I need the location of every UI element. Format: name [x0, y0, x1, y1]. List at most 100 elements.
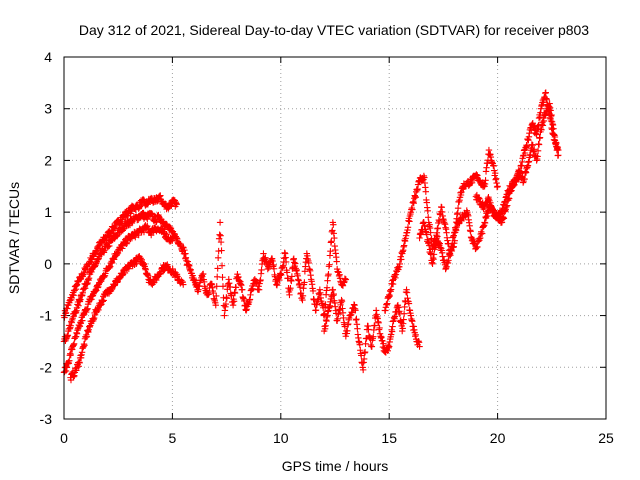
point-mid-day: [213, 292, 220, 300]
point-arc-D: [164, 261, 171, 268]
plot-frame: [63, 56, 607, 420]
x-tick-label: 20: [490, 430, 506, 446]
point-mid-day: [217, 238, 225, 246]
point-late-b: [536, 134, 544, 141]
point-mid-day: [331, 234, 338, 242]
point-rise: [412, 194, 419, 201]
point-mid-day: [312, 307, 320, 314]
point-mid-day: [213, 283, 220, 290]
point-evening: [416, 343, 423, 350]
point-evening: [371, 322, 378, 329]
point-late: [523, 143, 531, 150]
y-tick-label: -1: [40, 308, 53, 324]
point-mid-day: [258, 266, 265, 274]
point-late-b: [539, 122, 547, 129]
point-evening: [359, 366, 367, 374]
point-late-b: [548, 111, 555, 119]
point-arc-D: [83, 333, 91, 340]
point-evening: [375, 319, 382, 327]
point-late: [533, 131, 540, 138]
point-late-b: [535, 141, 543, 148]
point-evening: [379, 337, 386, 345]
point-mid-day: [325, 271, 332, 278]
point-evening: [358, 352, 365, 359]
y-tick-label: 4: [44, 49, 52, 65]
x-tick-label: 5: [169, 430, 177, 446]
point-arc-C: [79, 317, 86, 324]
point-evening: [360, 355, 368, 363]
x-axis-label: GPS time / hours: [282, 458, 389, 474]
point-mid-day: [257, 276, 264, 284]
point-arc-A: [111, 225, 119, 232]
point-mid-day: [301, 279, 308, 286]
point-arc-C: [110, 256, 118, 263]
point-evening: [322, 322, 329, 330]
point-arc-B: [85, 274, 93, 282]
point-evening: [405, 300, 413, 307]
point-mid-day: [232, 284, 240, 291]
point-rise: [454, 204, 462, 212]
y-axis-label: SDTVAR / TECUs: [6, 182, 22, 294]
point-mid-day: [283, 269, 291, 276]
data-points: [60, 89, 562, 384]
point-mid-day: [222, 300, 230, 308]
point-late: [423, 231, 430, 238]
point-mid-day: [216, 219, 224, 226]
point-mid-day: [270, 265, 278, 272]
point-evening: [352, 307, 359, 314]
point-mid-day: [216, 231, 223, 238]
point-mid-day: [219, 283, 227, 290]
point-arc-B: [106, 242, 113, 250]
point-mid-day: [305, 259, 312, 267]
point-rise: [409, 206, 416, 213]
x-tick-label: 25: [598, 430, 614, 446]
point-mid-day: [214, 254, 222, 262]
point-mid-day: [328, 238, 335, 245]
point-evening: [344, 327, 351, 335]
point-mid-day: [218, 262, 226, 269]
point-arc-D: [100, 297, 107, 304]
point-late-b: [538, 126, 545, 133]
y-tick-label: -3: [40, 411, 53, 427]
point-mid-day: [330, 221, 337, 228]
point-mid-day: [218, 247, 225, 254]
point-mid-day: [323, 284, 331, 291]
point-late: [478, 230, 486, 237]
point-evening: [370, 333, 377, 340]
point-late-b: [540, 117, 548, 125]
point-late-b: [554, 145, 561, 153]
point-arc-C: [70, 340, 78, 348]
point-rise: [491, 169, 499, 177]
x-tick-label: 10: [273, 430, 289, 446]
point-mid-day: [212, 302, 219, 309]
point-mid-day: [333, 258, 340, 265]
point-evening: [400, 316, 407, 323]
point-late-b: [531, 146, 538, 153]
y-tick-label: 1: [44, 204, 52, 220]
point-rise: [387, 286, 395, 293]
point-evening: [384, 347, 391, 355]
point-mid-day: [288, 273, 296, 280]
x-tick-label: 0: [60, 430, 68, 446]
point-arc-C: [169, 237, 176, 244]
point-evening: [376, 324, 383, 332]
point-evening: [380, 340, 387, 347]
point-mid-day: [217, 232, 224, 239]
point-mid-day: [223, 295, 231, 302]
point-rise: [422, 188, 430, 195]
point-late-b: [521, 176, 528, 183]
point-late: [481, 219, 489, 227]
point-late-b: [534, 147, 542, 155]
point-arc-D: [159, 267, 167, 275]
point-rise: [404, 224, 412, 231]
point-mid-day: [239, 286, 246, 293]
point-mid-day: [229, 302, 237, 309]
point-rise: [421, 174, 428, 181]
point-late: [467, 228, 474, 235]
point-mid-day: [278, 271, 285, 279]
y-tick-label: 0: [44, 256, 52, 272]
point-rise: [436, 218, 443, 225]
point-mid-day: [309, 287, 317, 295]
